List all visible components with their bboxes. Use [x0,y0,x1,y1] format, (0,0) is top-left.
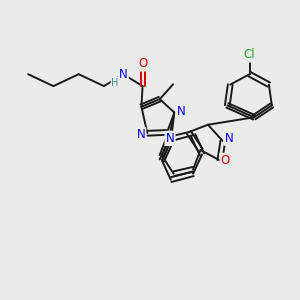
Text: N: N [119,68,128,81]
Text: O: O [220,154,230,167]
Text: Cl: Cl [244,48,255,62]
Text: N: N [136,128,145,141]
Text: N: N [224,132,233,145]
Text: N: N [176,104,185,118]
Text: H: H [111,77,118,88]
Text: O: O [138,57,147,70]
Text: N: N [166,132,175,145]
